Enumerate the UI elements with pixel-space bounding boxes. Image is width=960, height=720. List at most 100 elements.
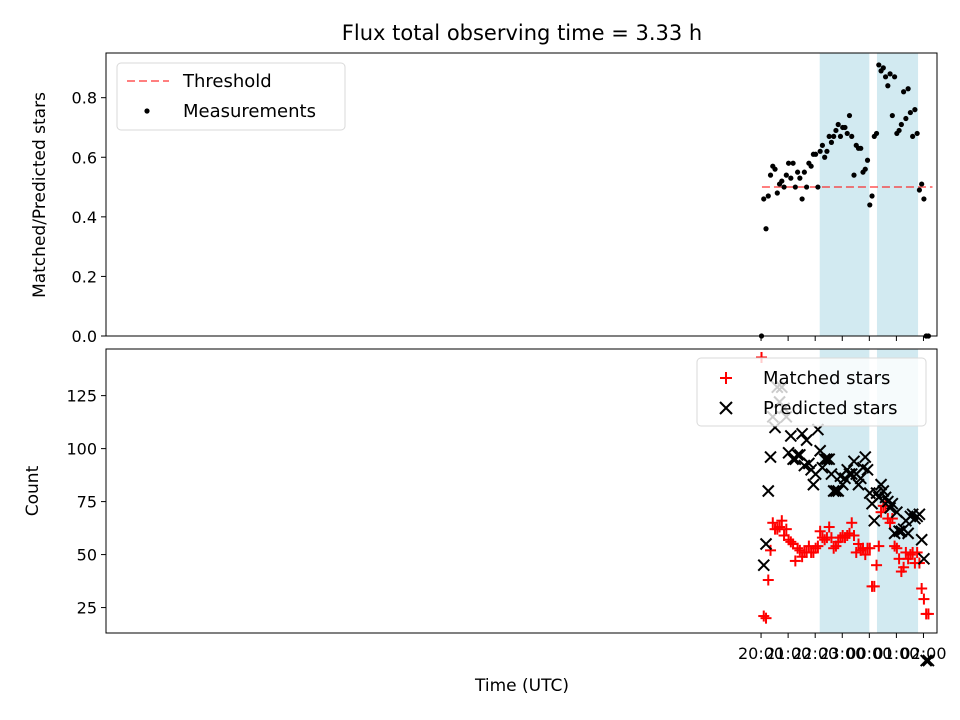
data-point xyxy=(765,193,771,199)
data-point xyxy=(801,169,807,175)
data-point xyxy=(849,133,855,140)
x-tick-label: 01:00 xyxy=(873,644,919,663)
data-point xyxy=(791,448,804,462)
data-point xyxy=(810,542,822,554)
data-point-b xyxy=(784,429,798,443)
data-point-b xyxy=(879,491,892,504)
data-point xyxy=(911,546,923,558)
data-point-b xyxy=(782,446,795,460)
data-point xyxy=(891,74,898,80)
data-point-b xyxy=(793,448,807,462)
data-point xyxy=(917,552,931,566)
data-point-b xyxy=(795,427,809,440)
data-point xyxy=(887,71,893,77)
data-point xyxy=(790,160,796,166)
data-point xyxy=(916,582,928,594)
data-point-b xyxy=(919,654,933,667)
data-point xyxy=(813,151,819,157)
data-point xyxy=(765,544,777,556)
data-point xyxy=(760,612,772,624)
data-point-b xyxy=(802,457,816,470)
data-point xyxy=(919,654,933,667)
data-point xyxy=(827,484,840,498)
matched-stars-series xyxy=(756,351,934,624)
data-point xyxy=(864,542,876,554)
bottom-legend-box xyxy=(696,357,927,427)
data-point xyxy=(814,525,826,537)
data-point xyxy=(767,172,774,178)
data-point xyxy=(785,160,792,166)
y-tick-label: 0.0 xyxy=(72,327,97,346)
chart-title: Flux total observing time = 3.33 h xyxy=(342,21,702,45)
data-point xyxy=(757,558,770,572)
bottom-y-axis-label: Count xyxy=(23,465,43,516)
data-point xyxy=(779,178,785,184)
data-point-b xyxy=(791,448,804,462)
x-axis-label: Time (UTC) xyxy=(474,676,569,696)
data-point xyxy=(889,112,895,119)
data-point-b xyxy=(845,467,858,481)
data-point-b xyxy=(816,461,829,474)
data-point-b xyxy=(868,514,881,527)
data-point xyxy=(795,427,809,440)
data-point xyxy=(905,86,911,92)
data-point-b xyxy=(856,461,870,474)
data-point-b xyxy=(922,654,935,667)
data-point-b xyxy=(818,453,831,466)
data-point xyxy=(783,172,789,178)
data-point xyxy=(861,463,874,477)
data-point-b xyxy=(861,463,874,477)
data-point-b xyxy=(847,455,861,468)
data-point xyxy=(904,549,916,561)
data-point xyxy=(922,654,935,667)
data-point xyxy=(889,540,901,552)
data-point xyxy=(818,453,831,466)
data-point xyxy=(896,127,902,134)
top-panel-plot xyxy=(758,62,933,339)
top-panel-frame xyxy=(105,52,938,337)
x-tick-label: 23:00 xyxy=(819,644,865,663)
data-point-b xyxy=(762,484,775,498)
data-point xyxy=(776,515,788,527)
data-point xyxy=(758,610,770,622)
data-point-b xyxy=(877,484,890,498)
data-point xyxy=(898,561,910,573)
data-point xyxy=(833,127,839,134)
data-point xyxy=(799,196,805,202)
observing-window-1 xyxy=(819,53,870,336)
data-point xyxy=(862,166,868,172)
data-point-b xyxy=(859,450,872,464)
data-point xyxy=(794,169,801,175)
data-point xyxy=(792,184,798,190)
data-point xyxy=(858,145,864,151)
data-point xyxy=(919,181,925,187)
data-point xyxy=(815,184,821,190)
y-tick-label: 0.6 xyxy=(72,148,97,167)
y-tick-label: 75 xyxy=(77,493,97,512)
data-point xyxy=(845,467,858,481)
top-y-axis-label: Matched/Predicted stars xyxy=(30,92,50,298)
data-point xyxy=(846,112,853,119)
data-point xyxy=(762,574,774,586)
data-point xyxy=(817,148,823,154)
data-point xyxy=(848,530,860,542)
data-point xyxy=(824,148,830,154)
data-point xyxy=(913,508,926,521)
data-point xyxy=(844,130,850,137)
data-point xyxy=(869,193,875,199)
data-point xyxy=(854,472,867,485)
data-point xyxy=(808,163,814,169)
data-point xyxy=(868,580,880,592)
observing-window-2 xyxy=(876,53,919,336)
data-point xyxy=(822,154,828,160)
data-point xyxy=(763,226,769,232)
data-point xyxy=(792,542,804,554)
data-point xyxy=(804,184,810,190)
data-point-b xyxy=(886,497,899,510)
data-point xyxy=(759,537,773,551)
data-point xyxy=(825,467,838,481)
data-point-b xyxy=(764,450,777,464)
top-panel: 0.00.20.40.60.8 Matched/Predicted stars … xyxy=(30,52,938,346)
data-point xyxy=(915,533,928,546)
data-point-b xyxy=(831,484,845,498)
